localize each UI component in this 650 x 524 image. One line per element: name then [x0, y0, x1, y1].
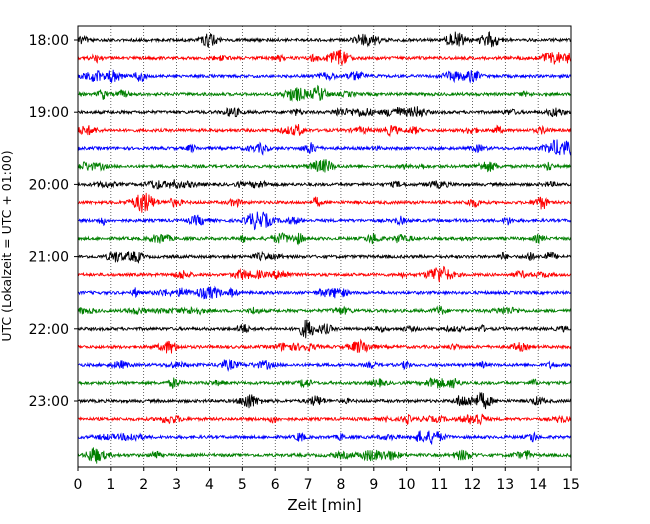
- seismogram-trace: [77, 250, 572, 264]
- plot-frame: [77, 25, 572, 468]
- y-tick-label: 22:00: [29, 322, 69, 338]
- x-tick-label: 12: [463, 477, 481, 493]
- seismogram-trace: [77, 139, 572, 156]
- trace-layer: [77, 31, 572, 464]
- seismogram-trace: [77, 179, 572, 190]
- x-tick-label: 9: [369, 477, 378, 493]
- x-tick-label: 8: [336, 477, 345, 493]
- y-axis-label: UTC (Lokalzeit = UTC + 01:00): [0, 150, 14, 341]
- seismogram-trace: [77, 31, 572, 49]
- seismogram-trace: [77, 84, 572, 102]
- seismogram-trace: [78, 377, 572, 389]
- x-tick-label: 5: [238, 477, 247, 493]
- x-tick-label: 10: [398, 477, 416, 493]
- y-tick-label: 23:00: [29, 394, 69, 410]
- y-axis: 18:00 19:00 20:00 21:00 22:00 23:00: [29, 33, 78, 410]
- y-tick-label: 19:00: [29, 105, 69, 121]
- seismogram-trace: [77, 319, 572, 339]
- x-tick-label: 1: [106, 477, 115, 493]
- seismogram-trace: [77, 124, 572, 138]
- x-tick-label: 15: [562, 477, 580, 493]
- seismogram-trace: [77, 391, 572, 410]
- seismogram-trace: [77, 358, 572, 372]
- x-tick-label: 6: [271, 477, 280, 493]
- x-tick-label: 7: [304, 477, 313, 493]
- x-axis: 0 1 2 3 4 5 6 7 8 9 10 11 12 13 14 15: [74, 467, 580, 493]
- seismogram-trace: [77, 159, 572, 173]
- x-tick-label: 2: [139, 477, 148, 493]
- x-tick-label: 0: [74, 477, 83, 493]
- x-tick-label: 14: [529, 477, 547, 493]
- seismogram-trace: [77, 49, 572, 67]
- seismogram-trace: [77, 305, 572, 316]
- y-tick-label: 21:00: [29, 250, 69, 266]
- seismogram-trace: [77, 338, 572, 354]
- y-tick-label: 20:00: [29, 177, 69, 193]
- x-axis-label: Zeit [min]: [287, 496, 361, 514]
- seismogram-trace: [77, 265, 571, 283]
- seismogram-trace: [77, 447, 572, 464]
- y-tick-label: 18:00: [29, 33, 69, 49]
- seismogram-trace: [77, 192, 572, 213]
- seismogram-trace: [77, 106, 572, 118]
- seismogram-trace: [77, 430, 572, 445]
- x-tick-label: 4: [205, 477, 214, 493]
- x-tick-label: 13: [496, 477, 514, 493]
- seismogram-trace: [77, 413, 572, 426]
- seismogram-trace: [77, 232, 572, 246]
- seismogram-trace: [77, 69, 572, 84]
- seismogram-trace: [77, 211, 572, 231]
- x-tick-label: 11: [431, 477, 449, 493]
- seismogram-trace: [77, 285, 572, 300]
- x-tick-label: 3: [172, 477, 181, 493]
